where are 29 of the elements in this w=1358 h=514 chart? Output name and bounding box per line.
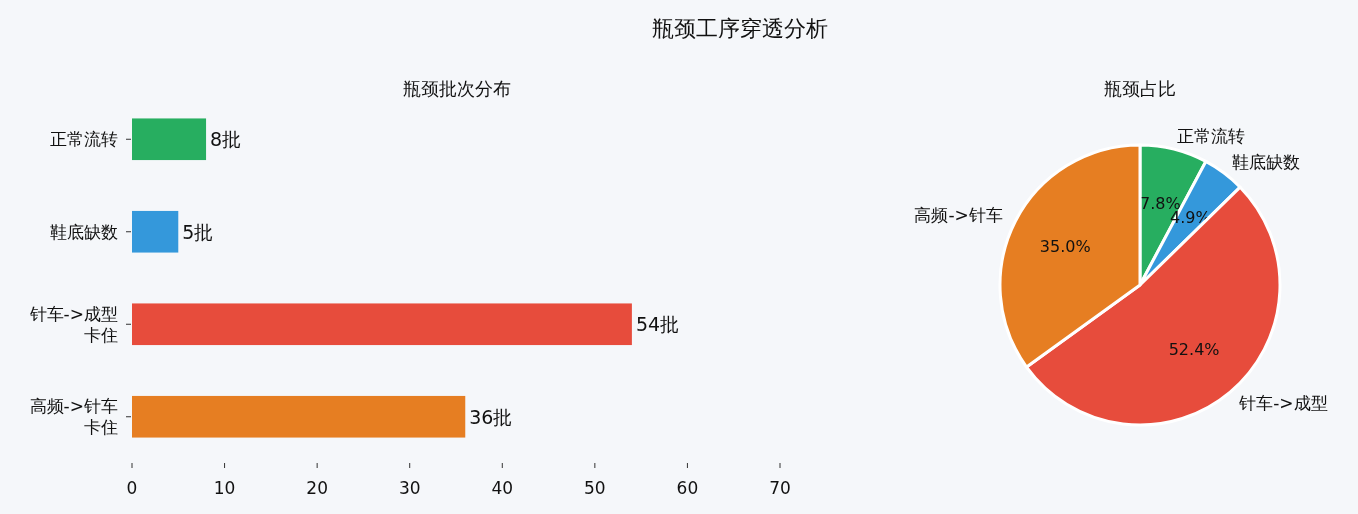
data-label: 36批 (469, 405, 513, 428)
y-tick-label: 高频->针车卡住 (29, 396, 118, 438)
x-tick-label: 20 (306, 478, 328, 498)
x-tick-label: 30 (398, 478, 421, 498)
data-label: 35.0% (1039, 237, 1091, 257)
bar (132, 303, 632, 346)
x-tick-label: 40 (491, 478, 514, 498)
data-label: 5批 (182, 220, 214, 243)
x-tick-label: 10 (213, 478, 236, 498)
data-label: 52.4% (1168, 339, 1220, 359)
x-tick-label: 0 (126, 478, 138, 498)
slice-label: 正常流转 (1177, 125, 1246, 146)
y-tick-label: 正常流转 (50, 129, 118, 150)
x-tick-label: 50 (584, 478, 606, 498)
bar (132, 210, 179, 253)
y-tick-label: 鞋底缺数 (50, 221, 118, 242)
slice-label: 鞋底缺数 (1232, 151, 1301, 172)
bar (132, 118, 207, 161)
y-tick-label: 针车->成型卡住 (28, 303, 118, 345)
slice-label: 针车->成型 (1238, 392, 1328, 413)
bar (132, 395, 466, 438)
data-label: 54批 (635, 313, 680, 336)
x-tick-label: 60 (676, 478, 699, 498)
data-label: 8批 (210, 128, 242, 151)
slice-label: 高频->针车 (914, 204, 1003, 225)
chart-title: 瓶颈工序穿透分析 (652, 15, 828, 41)
x-tick-label: 70 (769, 478, 791, 498)
chart-subtitle: 瓶颈批次分布 (403, 77, 511, 99)
chart-title: 瓶颈占比 (1104, 77, 1176, 99)
